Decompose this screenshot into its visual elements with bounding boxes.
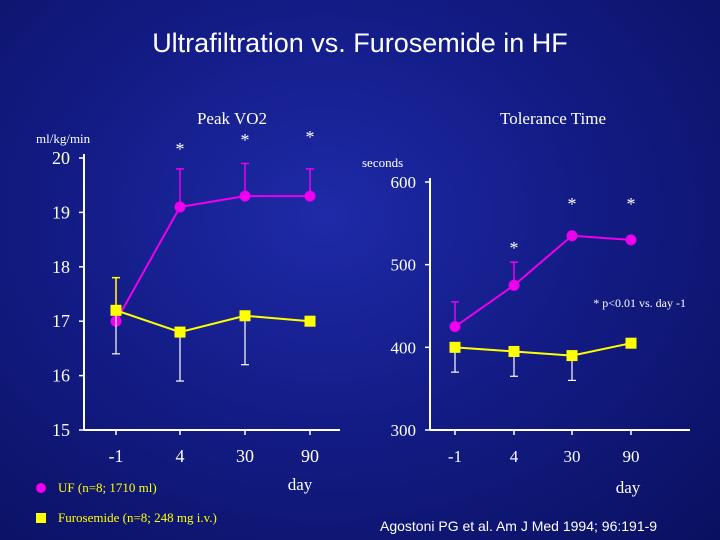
citation: Agostoni PG et al. Am J Med 1994; 96:191… — [380, 518, 658, 534]
legend-uf-label: UF (n=8; 1710 ml) — [58, 480, 157, 495]
uf-series-line — [115, 195, 310, 322]
legend-uf: UF (n=8; 1710 ml) — [36, 480, 157, 496]
chart1-ylabel: ml/kg/min — [36, 131, 91, 146]
uf-point — [239, 190, 251, 202]
chart1-y-tick-label: 20 — [52, 148, 70, 168]
chart1-y-tick-label: 19 — [52, 202, 70, 222]
chart2-significance-star: * — [627, 194, 636, 214]
uf-point — [566, 230, 578, 242]
legend-furosemide-label: Furosemide (n=8; 248 mg i.v.) — [58, 510, 217, 525]
chart1-significance-star: * — [176, 139, 185, 159]
furosemide-point — [174, 326, 186, 338]
chart2-y-tick-label: 500 — [391, 256, 417, 275]
chart2-significance-star: * — [510, 238, 519, 258]
chart1-y-tick-label: 15 — [52, 420, 70, 440]
chart1-y-tick-label: 17 — [52, 311, 70, 331]
furosemide-point — [625, 337, 637, 349]
chart2-y-tick-label: 600 — [391, 173, 417, 192]
chart1-y-tick-label: 18 — [52, 257, 70, 277]
legend-furosemide-marker-icon — [36, 513, 46, 523]
uf-point — [625, 234, 637, 246]
chart2-x-tick-label: -1 — [448, 447, 462, 466]
furosemide-point — [449, 341, 461, 353]
slide-title: Ultrafiltration vs. Furosemide in HF — [152, 28, 568, 58]
chart1-y-tick-label: 16 — [52, 366, 70, 386]
furosemide-point — [566, 350, 578, 362]
chart2-ylabel: seconds — [362, 155, 403, 170]
chart2-x-tick-label: 30 — [564, 447, 581, 466]
furosemide-series-line — [115, 309, 311, 334]
chart2-y-tick-label: 400 — [391, 338, 417, 357]
chart1-significance-star: * — [241, 130, 250, 150]
uf-point — [304, 190, 316, 202]
chart2-significance-star: * — [568, 194, 577, 214]
chart2-x-tick-label: 4 — [510, 447, 519, 466]
furosemide-point — [508, 345, 520, 357]
uf-point — [174, 201, 186, 213]
legend-furosemide: Furosemide (n=8; 248 mg i.v.) — [36, 510, 217, 526]
uf-series-line — [454, 234, 632, 328]
furosemide-point — [239, 310, 251, 322]
chart1-title: Peak VO2 — [197, 109, 267, 128]
chart2-xlabel: day — [616, 478, 641, 497]
chart1-x-tick-label: -1 — [109, 446, 124, 466]
uf-point — [449, 321, 461, 333]
chart2-x-tick-label: 90 — [623, 447, 640, 466]
chart1-x-tick-label: 90 — [301, 446, 319, 466]
chart1-x-tick-label: 30 — [236, 446, 254, 466]
furosemide-point — [110, 304, 122, 316]
chart2-title: Tolerance Time — [500, 109, 606, 128]
legend-uf-marker-icon — [36, 483, 46, 493]
chart2-y-tick-label: 300 — [391, 421, 417, 440]
chart1-xlabel: day — [288, 475, 313, 494]
chart1-significance-star: * — [306, 127, 315, 147]
furosemide-point — [304, 315, 316, 327]
uf-point — [508, 279, 520, 291]
chart2-annotation: * p<0.01 vs. day -1 — [593, 296, 686, 310]
chart1-x-tick-label: 4 — [176, 446, 185, 466]
furosemide-series-line — [454, 342, 632, 357]
